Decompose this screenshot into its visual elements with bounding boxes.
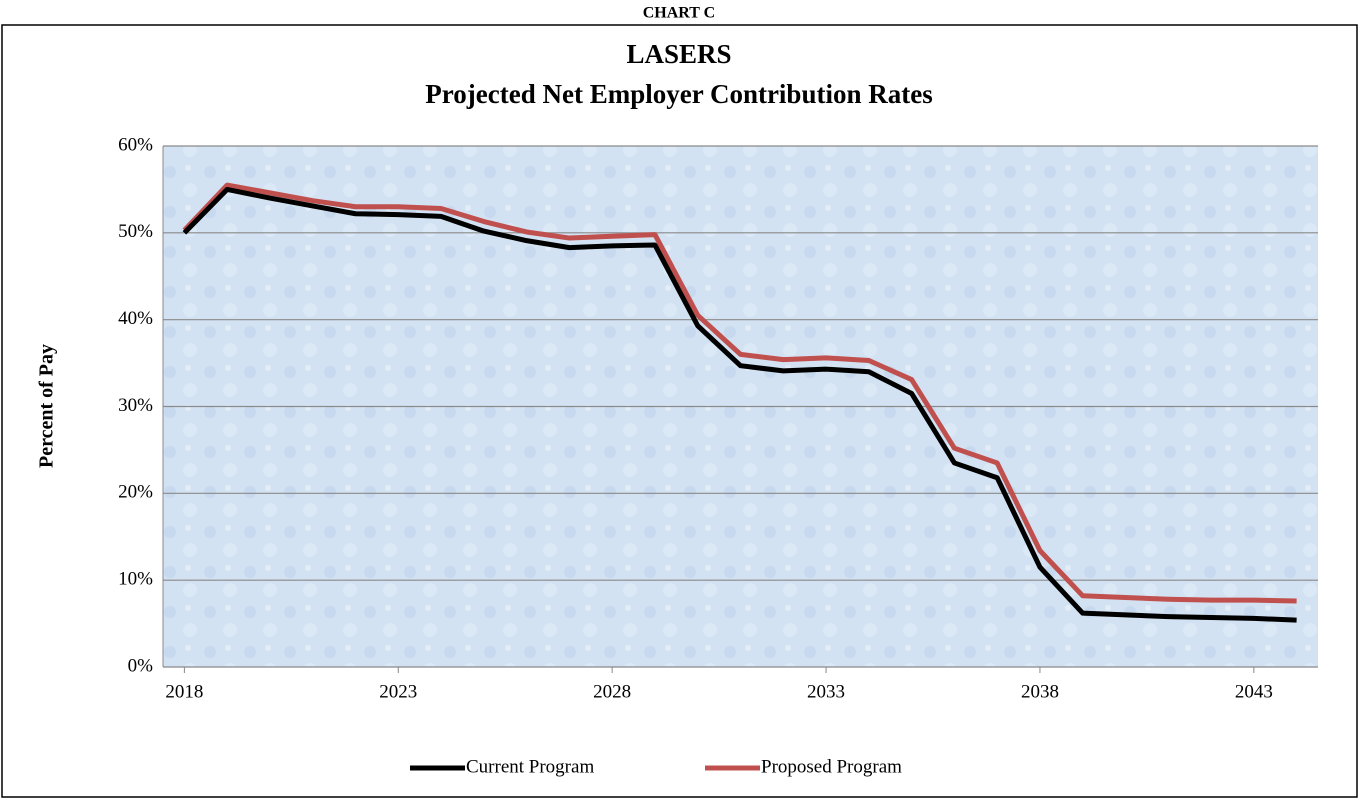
y-tick-label: 20%	[118, 482, 153, 503]
x-tick-label: 2038	[1021, 681, 1059, 702]
chart-title: LASERS	[626, 39, 731, 69]
series-line	[182, 182, 1297, 604]
legend-label: Current Program	[466, 756, 594, 777]
legend-label: Proposed Program	[761, 756, 902, 777]
y-tick-label: 30%	[118, 395, 153, 416]
y-tick-label: 60%	[118, 134, 153, 155]
x-tick-label: 2028	[593, 681, 631, 702]
y-tick-label: 50%	[118, 221, 153, 242]
x-tick-label: 2043	[1235, 681, 1273, 702]
chart-subtitle: Projected Net Employer Contribution Rate…	[425, 79, 932, 109]
y-tick-label: 0%	[128, 655, 154, 676]
y-axis-label: Percent of Pay	[36, 344, 58, 468]
y-tick-label: 10%	[118, 569, 153, 590]
x-tick-label: 2018	[165, 681, 203, 702]
x-tick-label: 2023	[379, 681, 417, 702]
x-tick-label: 2033	[807, 681, 845, 702]
series-line	[182, 186, 1297, 623]
header: CHART C	[643, 5, 715, 22]
y-tick-label: 40%	[118, 308, 153, 329]
